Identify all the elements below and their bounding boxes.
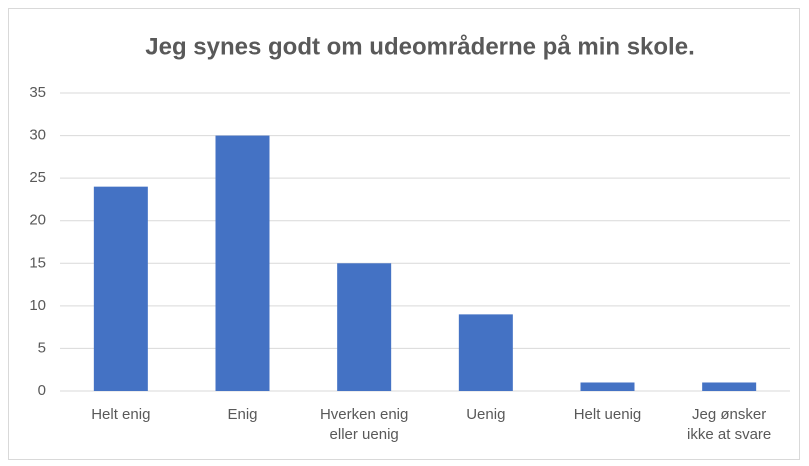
y-tick-label: 15 xyxy=(29,254,46,271)
x-tick-label: Helt enig xyxy=(91,406,151,423)
x-tick-label: Jeg ønsker ikke at svare xyxy=(687,406,772,443)
y-tick-label: 0 xyxy=(38,382,46,399)
bar xyxy=(215,135,270,391)
y-tick-label: 10 xyxy=(29,297,46,314)
x-tick-label-box: Hverken enig eller uenig xyxy=(319,406,409,443)
y-tick-label: 35 xyxy=(29,84,46,101)
y-tick-label: 25 xyxy=(29,169,46,186)
x-tick-label-box: Enig xyxy=(227,406,258,423)
x-tick-label-box: Helt enig xyxy=(91,406,151,423)
bar xyxy=(93,186,148,391)
x-tick-label-box: Helt uenig xyxy=(573,406,642,423)
chart-title: Jeg synes godt om udeområderne på min sk… xyxy=(145,33,694,60)
bar xyxy=(337,263,392,391)
y-tick-label: 20 xyxy=(29,212,46,229)
x-tick-label: Enig xyxy=(227,406,258,423)
bar xyxy=(702,382,757,391)
bar xyxy=(580,382,635,391)
x-tick-label: Uenig xyxy=(466,406,506,423)
x-tick-label-box: Jeg ønsker ikke at svare xyxy=(687,406,772,443)
x-tick-label: Hverken enig eller uenig xyxy=(319,406,409,443)
x-tick-label-box: Uenig xyxy=(466,406,506,423)
x-tick-label: Helt uenig xyxy=(573,406,642,423)
bar xyxy=(458,314,513,391)
y-tick-label: 30 xyxy=(29,127,46,144)
y-tick-label: 5 xyxy=(38,339,46,356)
